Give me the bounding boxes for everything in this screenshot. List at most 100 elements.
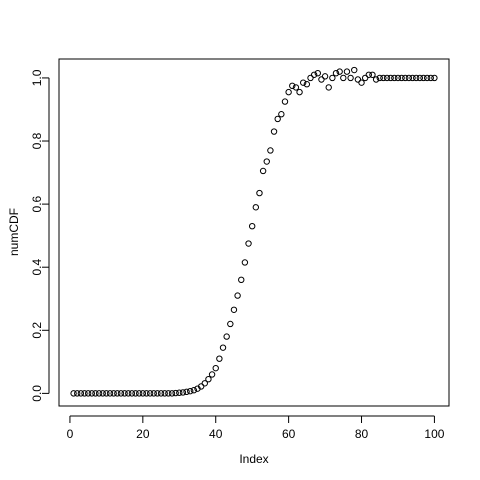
data-point xyxy=(340,74,347,82)
data-point xyxy=(296,88,303,96)
data-point xyxy=(292,84,300,91)
data-point xyxy=(416,74,424,82)
data-point xyxy=(212,364,219,372)
data-point xyxy=(369,71,376,78)
data-point xyxy=(343,68,351,75)
x-axis-label: Index xyxy=(239,452,268,466)
x-axis: 0 20 40 60 80 100 xyxy=(67,415,445,441)
data-point xyxy=(351,66,358,74)
y-axis-label: numCDF xyxy=(7,208,21,256)
data-point xyxy=(354,76,362,83)
data-point xyxy=(197,383,205,390)
data-point xyxy=(161,390,168,397)
plot-frame xyxy=(58,58,450,407)
data-point xyxy=(256,189,263,197)
data-point xyxy=(427,74,434,82)
x-tick-label: 80 xyxy=(355,427,369,441)
data-point xyxy=(230,306,238,313)
data-point xyxy=(248,222,256,230)
x-tick-label: 100 xyxy=(424,427,444,441)
data-point xyxy=(361,74,369,82)
data-point xyxy=(423,74,431,82)
data-point xyxy=(219,344,227,351)
data-point xyxy=(125,390,132,397)
data-point xyxy=(201,380,208,387)
data-point xyxy=(409,74,416,82)
data-point xyxy=(227,320,234,328)
data-point xyxy=(172,389,179,397)
data-point xyxy=(165,390,172,397)
data-point xyxy=(146,390,154,397)
data-point xyxy=(117,390,125,397)
data-point xyxy=(405,74,413,82)
data-point xyxy=(303,81,311,88)
data-point xyxy=(183,388,190,396)
y-tick-label: 0.8 xyxy=(30,132,44,149)
data-point xyxy=(208,371,216,378)
data-point xyxy=(347,74,354,82)
data-point xyxy=(376,74,383,82)
data-point xyxy=(380,74,387,82)
data-point xyxy=(139,390,147,397)
data-point xyxy=(223,333,230,340)
y-tick-label: 0.2 xyxy=(30,322,44,339)
data-point xyxy=(110,390,117,397)
data-point xyxy=(176,389,183,396)
x-tick-label: 20 xyxy=(136,427,150,441)
data-point xyxy=(325,84,332,91)
y-tick-label: 1.0 xyxy=(30,69,44,86)
data-point xyxy=(150,390,157,397)
data-point xyxy=(314,69,321,77)
data-point xyxy=(318,76,325,83)
data-point xyxy=(365,71,373,78)
data-point xyxy=(74,390,81,397)
data-point xyxy=(394,74,402,82)
x-tick-label: 60 xyxy=(282,427,296,441)
data-point xyxy=(77,390,85,397)
data-point xyxy=(190,387,198,394)
data-point xyxy=(412,74,420,82)
data-points xyxy=(70,66,438,397)
data-point xyxy=(332,69,340,77)
data-point xyxy=(372,76,380,83)
data-point xyxy=(128,390,136,397)
data-point xyxy=(252,204,260,211)
data-point xyxy=(132,390,139,397)
data-point xyxy=(103,390,110,397)
data-point xyxy=(300,79,307,86)
data-point xyxy=(154,390,161,397)
y-tick-label: 0.4 xyxy=(30,259,44,276)
y-axis: 0.0 0.2 0.4 0.6 0.8 1.0 xyxy=(30,69,50,402)
data-point xyxy=(88,390,96,397)
data-point xyxy=(278,111,285,118)
data-point xyxy=(336,68,343,75)
y-tick-label: 0.0 xyxy=(30,385,44,402)
data-point xyxy=(358,79,365,86)
data-point xyxy=(234,292,241,299)
data-point xyxy=(310,71,318,78)
data-point xyxy=(205,375,212,383)
data-point xyxy=(431,74,438,82)
data-point xyxy=(391,74,398,82)
data-point xyxy=(81,390,88,397)
data-point xyxy=(398,74,405,82)
data-point xyxy=(70,390,77,397)
data-point xyxy=(307,74,314,82)
data-point xyxy=(179,389,187,396)
data-point xyxy=(95,390,103,397)
data-point xyxy=(259,167,267,175)
data-point xyxy=(114,390,121,397)
data-point xyxy=(387,74,394,82)
data-point xyxy=(238,276,245,284)
data-point xyxy=(121,390,128,397)
y-tick-label: 0.6 xyxy=(30,195,44,212)
data-point xyxy=(329,74,336,82)
data-point xyxy=(157,390,165,397)
data-point xyxy=(216,355,223,362)
data-point xyxy=(321,73,329,80)
data-point xyxy=(263,158,270,165)
x-tick-label: 40 xyxy=(209,427,223,441)
data-point xyxy=(383,74,391,82)
data-point xyxy=(402,74,409,82)
